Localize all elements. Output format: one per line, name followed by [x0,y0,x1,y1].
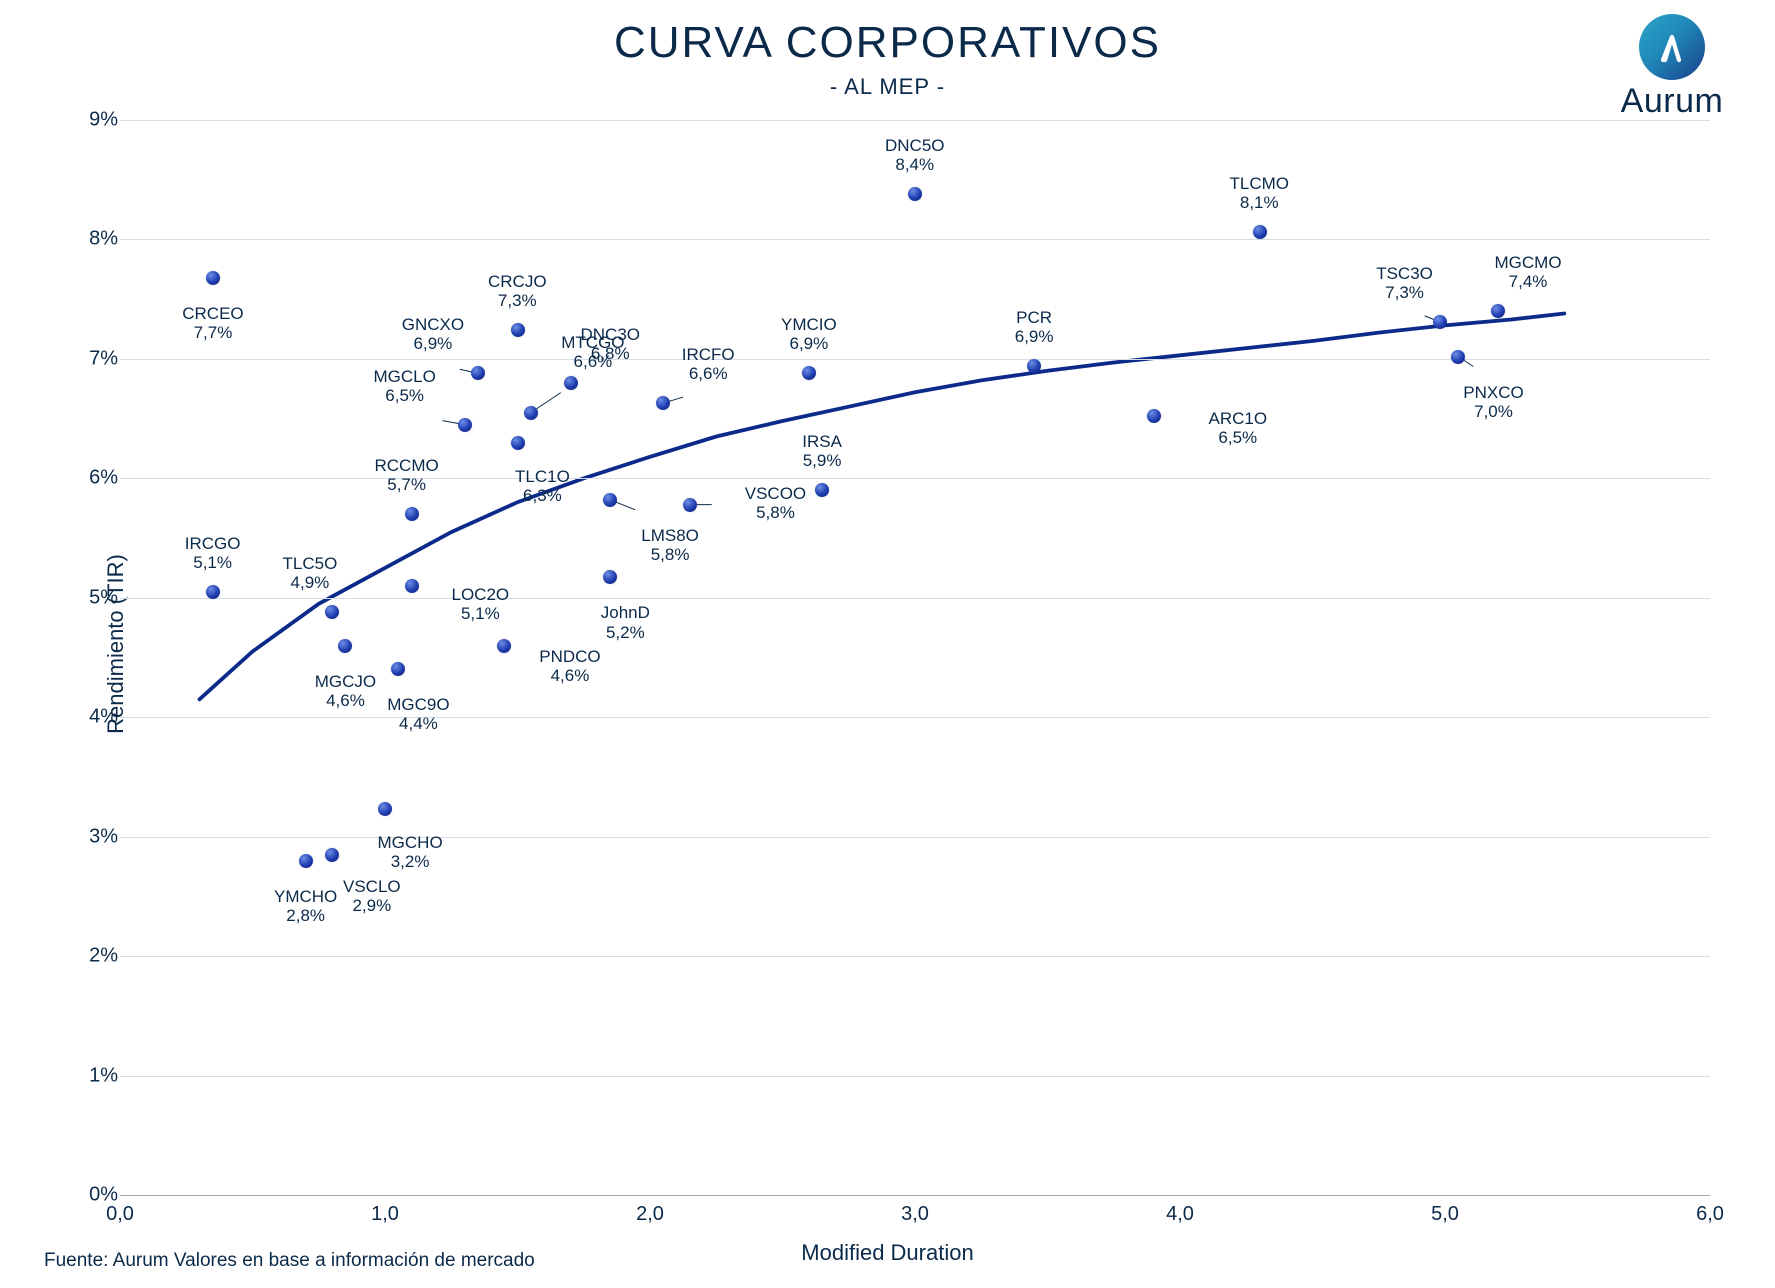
data-point [683,498,697,512]
data-point [206,271,220,285]
plot-area [120,120,1710,1195]
data-point [511,323,525,337]
brand-logo-icon [1639,14,1705,80]
data-point [338,639,352,653]
data-point [1147,409,1161,423]
y-tick-label: 6% [58,467,118,490]
x-tick-label: 2,0 [620,1203,680,1226]
y-tick-label: 1% [58,1064,118,1087]
gridline-h [120,956,1710,957]
x-tick-label: 1,0 [355,1203,415,1226]
gridline-h [120,478,1710,479]
data-point [405,579,419,593]
gridline-h [120,837,1710,838]
y-tick-label: 2% [58,945,118,968]
data-point [511,436,525,450]
data-point [908,187,922,201]
gridline-h [120,1076,1710,1077]
gridline-h [120,598,1710,599]
y-tick-label: 4% [58,706,118,729]
brand-logo-text: Aurum [1597,82,1747,121]
y-tick-label: 3% [58,825,118,848]
x-tick-label: 6,0 [1680,1203,1740,1226]
y-tick-label: 7% [58,347,118,370]
gridline-h [120,717,1710,718]
x-tick-label: 5,0 [1415,1203,1475,1226]
data-point [1451,350,1465,364]
data-point [603,493,617,507]
chart-title: CURVA CORPORATIVOS [0,18,1775,68]
data-point [524,406,538,420]
x-axis-line [120,1195,1710,1196]
gridline-h [120,359,1710,360]
data-point [497,639,511,653]
data-point [564,376,578,390]
logo-lambda-icon [1652,27,1692,67]
gridline-h [120,239,1710,240]
data-point [1491,304,1505,318]
data-point [471,366,485,380]
x-tick-label: 4,0 [1150,1203,1210,1226]
chart-canvas: CURVA CORPORATIVOS - AL MEP - Aurum Rend… [0,0,1775,1288]
y-tick-label: 5% [58,586,118,609]
data-point [325,605,339,619]
data-point [206,585,220,599]
data-point [325,848,339,862]
x-tick-label: 0,0 [90,1203,150,1226]
data-point [1253,225,1267,239]
data-point [458,418,472,432]
data-point [299,854,313,868]
data-point [1433,315,1447,329]
gridline-h [120,120,1710,121]
y-tick-label: 9% [58,109,118,132]
data-point [405,507,419,521]
fitted-curve [200,314,1565,700]
y-tick-label: 8% [58,228,118,251]
x-tick-label: 3,0 [885,1203,945,1226]
source-text: Fuente: Aurum Valores en base a informac… [44,1250,535,1272]
brand-logo: Aurum [1597,14,1747,121]
plot-svg [120,120,1710,1195]
chart-subtitle: - AL MEP - [0,74,1775,100]
